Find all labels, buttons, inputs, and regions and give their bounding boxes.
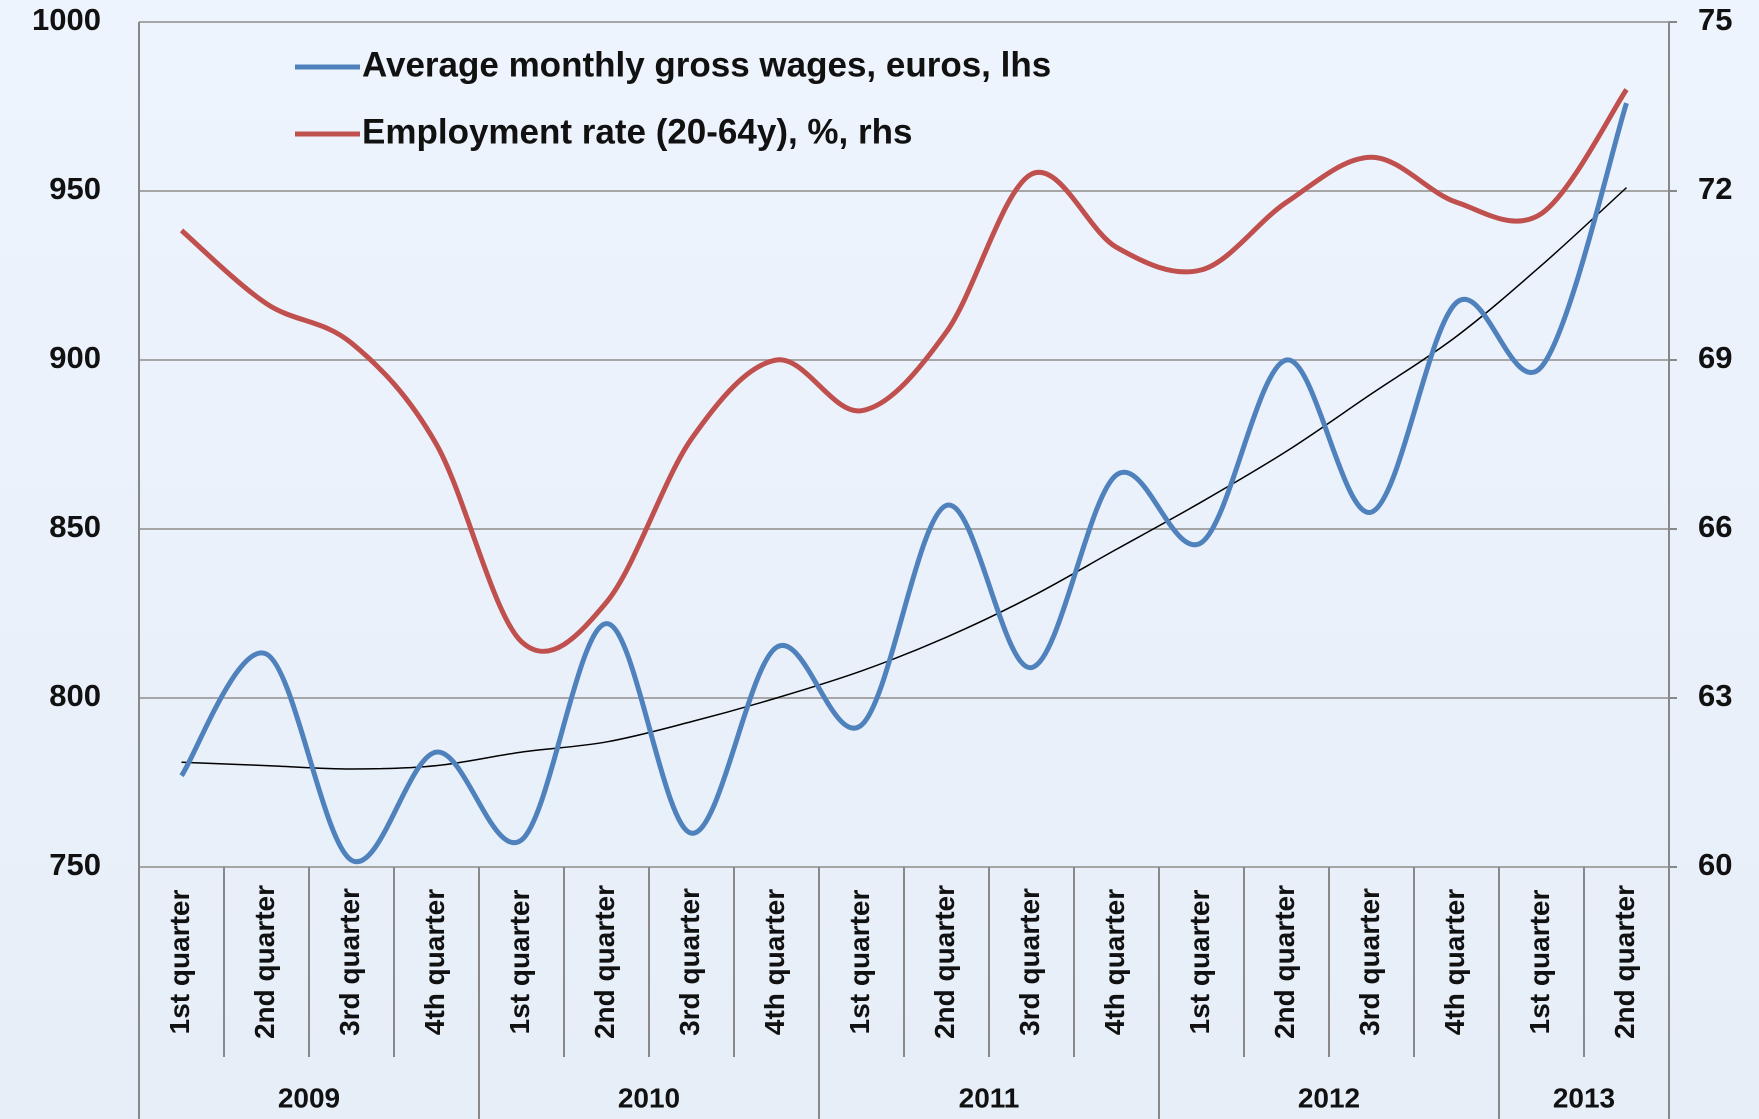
year-label: 2013	[1553, 1082, 1615, 1113]
x-tick-label: 2nd quarter	[589, 885, 620, 1039]
y-tick-label: 950	[49, 171, 101, 206]
x-tick-label: 4th quarter	[759, 889, 790, 1035]
x-tick-label: 3rd quarter	[1014, 888, 1045, 1036]
x-tick-label: 3rd quarter	[334, 888, 365, 1036]
x-tick-label: 1st quarter	[504, 890, 535, 1035]
year-label: 2009	[278, 1082, 340, 1113]
x-tick-label: 1st quarter	[1184, 890, 1215, 1035]
legend-label: Employment rate (20-64y), %, rhs	[362, 112, 912, 151]
x-tick-label: 3rd quarter	[674, 888, 705, 1036]
x-tick-label: 4th quarter	[419, 889, 450, 1035]
y2-tick-label: 60	[1698, 847, 1732, 882]
x-tick-label: 2nd quarter	[1609, 885, 1640, 1039]
year-label: 2012	[1298, 1082, 1360, 1113]
x-tick-label: 2nd quarter	[249, 885, 280, 1039]
year-label: 2010	[618, 1082, 680, 1113]
year-label: 2011	[959, 1082, 1020, 1113]
y-tick-label: 800	[49, 678, 101, 713]
series-line	[179, 102, 1629, 865]
legend-label: Average monthly gross wages, euros, lhs	[362, 45, 1051, 84]
series-line	[179, 88, 1629, 654]
y2-tick-label: 63	[1698, 678, 1732, 713]
trend-line	[181, 187, 1628, 770]
x-tick-label: 4th quarter	[1439, 889, 1470, 1035]
y-tick-label: 1000	[32, 2, 101, 37]
x-tick-label: 1st quarter	[844, 890, 875, 1035]
y2-tick-label: 72	[1698, 171, 1732, 206]
x-tick-label: 1st quarter	[164, 890, 195, 1035]
y2-tick-label: 66	[1698, 509, 1732, 544]
x-tick-label: 2nd quarter	[929, 885, 960, 1039]
x-tick-label: 2nd quarter	[1269, 885, 1300, 1039]
y-tick-label: 850	[49, 509, 101, 544]
x-tick-label: 3rd quarter	[1354, 888, 1385, 1036]
x-tick-label: 1st quarter	[1524, 890, 1555, 1035]
y-tick-label: 750	[49, 847, 101, 882]
y-tick-label: 900	[49, 340, 101, 375]
x-tick-label: 4th quarter	[1099, 889, 1130, 1035]
y2-tick-label: 69	[1698, 340, 1732, 375]
y2-tick-label: 75	[1698, 2, 1732, 37]
